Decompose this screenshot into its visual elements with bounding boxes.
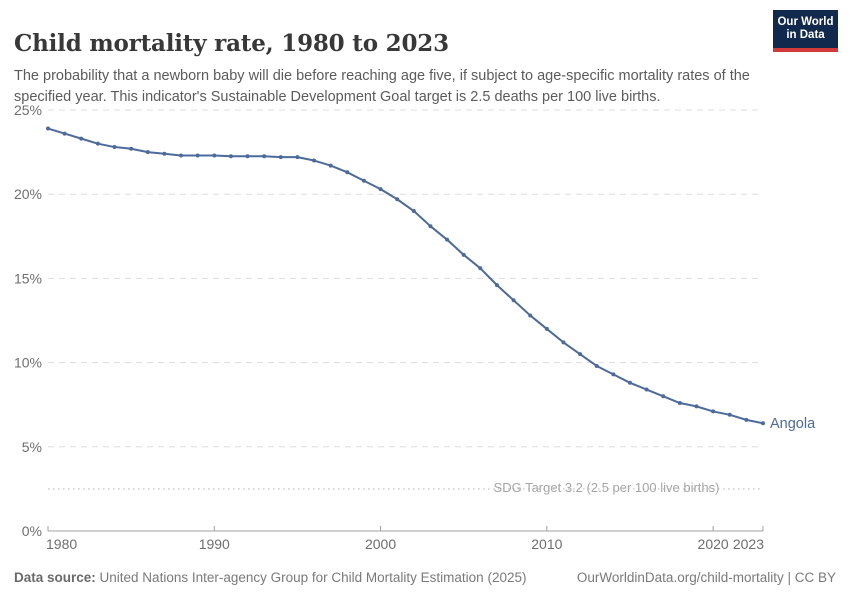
series-line-angola [47, 127, 764, 425]
data-point [611, 372, 616, 377]
data-point [295, 155, 300, 160]
chart-canvas: 0% 5% 10% 15% 20% 25% SDG Target 3.2 (2.5 per … [14, 102, 816, 552]
sdg-target-label: SDG Target 3.2 (2.5 per 100 live births) [494, 480, 720, 495]
data-point [494, 283, 499, 288]
data-point [578, 352, 583, 357]
data-point [361, 178, 366, 183]
y-axis-tick-label: 5% [22, 439, 42, 455]
data-point [345, 170, 350, 175]
chart-title: Child mortality rate, 1980 to 2023 [14, 30, 449, 58]
owid-logo-line1: Our World [777, 15, 834, 28]
data-point [428, 224, 433, 229]
data-point [145, 150, 150, 155]
data-point [179, 153, 184, 158]
data-point [262, 154, 267, 159]
data-point [378, 187, 383, 192]
data-point [694, 404, 699, 409]
y-axis-tick-label: 20% [14, 186, 42, 202]
x-axis-tick-label: 2020 [698, 536, 729, 552]
data-point [62, 131, 67, 136]
data-point [461, 252, 466, 257]
footer: Data source: United Nations Inter-agency… [14, 569, 836, 589]
data-point [245, 154, 250, 159]
data-point [79, 136, 84, 141]
data-point [162, 151, 167, 156]
owid-logo-line2: in Data [786, 29, 825, 41]
x-axis-tick-label: 1980 [46, 536, 77, 552]
x-axis-tick-label: 2000 [365, 536, 396, 552]
data-point [627, 380, 632, 385]
y-axis-tick-label: 15% [14, 270, 42, 286]
credit-text: OurWorldinData.org/child-mortality | CC … [576, 570, 836, 585]
data-point [328, 163, 333, 168]
y-axis-tick-label: 0% [22, 523, 42, 539]
y-axis-tick-label: 10% [14, 355, 42, 371]
data-source: Data source: United Nations Inter-agency… [14, 569, 526, 587]
y-axis-tick-label: 25% [14, 102, 42, 118]
data-point [46, 126, 50, 131]
x-axis-tick-label: 2023 [733, 536, 764, 552]
data-point [644, 387, 649, 392]
data-point [195, 153, 200, 158]
x-axis-tick-label: 1990 [199, 536, 230, 552]
data-point [528, 313, 533, 318]
data-source-value: United Nations Inter-agency Group for Ch… [95, 570, 527, 585]
data-point [511, 298, 516, 303]
chart-subtitle: The probability that a newborn baby will… [14, 67, 750, 105]
data-point [411, 209, 416, 214]
data-point [561, 340, 566, 345]
data-point [677, 401, 682, 406]
data-point [594, 363, 599, 368]
data-point [212, 153, 217, 158]
data-point [544, 326, 549, 331]
data-point [395, 197, 400, 202]
owid-logo: Our World in Data [773, 10, 838, 52]
data-point [278, 155, 283, 160]
data-point [661, 394, 666, 399]
x-axis-tick-label: 2010 [531, 536, 562, 552]
data-point [228, 154, 233, 159]
data-point [761, 421, 765, 426]
data-point [711, 409, 716, 414]
series-end-label-angola: Angola [770, 416, 816, 432]
data-point [744, 417, 749, 422]
data-point [129, 146, 134, 151]
data-point [95, 141, 100, 146]
data-point [312, 158, 317, 163]
data-point [112, 145, 117, 150]
data-point [445, 237, 450, 242]
data-point [478, 266, 483, 271]
data-source-label: Data source: [14, 570, 96, 585]
data-point [727, 412, 732, 417]
